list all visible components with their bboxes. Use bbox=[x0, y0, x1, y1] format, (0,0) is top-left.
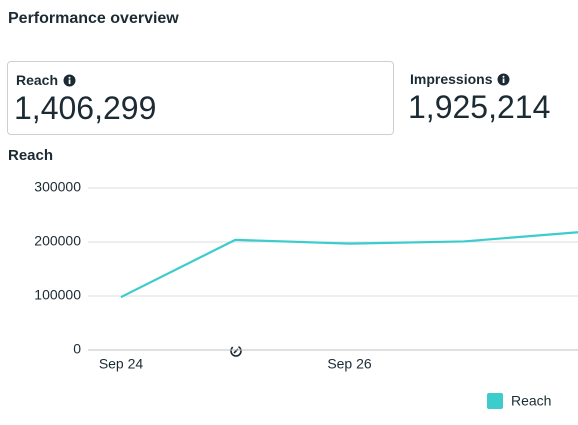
x-tick-label: Sep 24 bbox=[99, 356, 144, 372]
x-tick-label: Sep 26 bbox=[327, 356, 372, 372]
metric-card[interactable]: Impressions 1,925,214 bbox=[402, 61, 578, 135]
info-icon[interactable] bbox=[497, 73, 510, 86]
y-tick-label: 100000 bbox=[34, 287, 81, 303]
legend-label: Reach bbox=[511, 393, 551, 409]
data-line bbox=[120, 231, 578, 299]
info-icon[interactable] bbox=[63, 74, 76, 87]
card-label: Impressions bbox=[410, 71, 493, 87]
card-value: 1,406,299 bbox=[14, 90, 157, 126]
card-label: Reach bbox=[16, 72, 59, 88]
chart-title: Reach bbox=[8, 147, 54, 164]
cursor-icon bbox=[230, 345, 242, 357]
metric-card[interactable]: Reach 1,406,299 bbox=[7, 61, 394, 135]
y-tick-label: 300000 bbox=[34, 179, 81, 195]
card-value: 1,925,214 bbox=[408, 89, 551, 125]
legend-swatch bbox=[487, 393, 503, 409]
y-tick-label: 0 bbox=[73, 341, 81, 357]
y-tick-label: 200000 bbox=[34, 233, 81, 249]
page-title: Performance overview bbox=[8, 10, 179, 27]
